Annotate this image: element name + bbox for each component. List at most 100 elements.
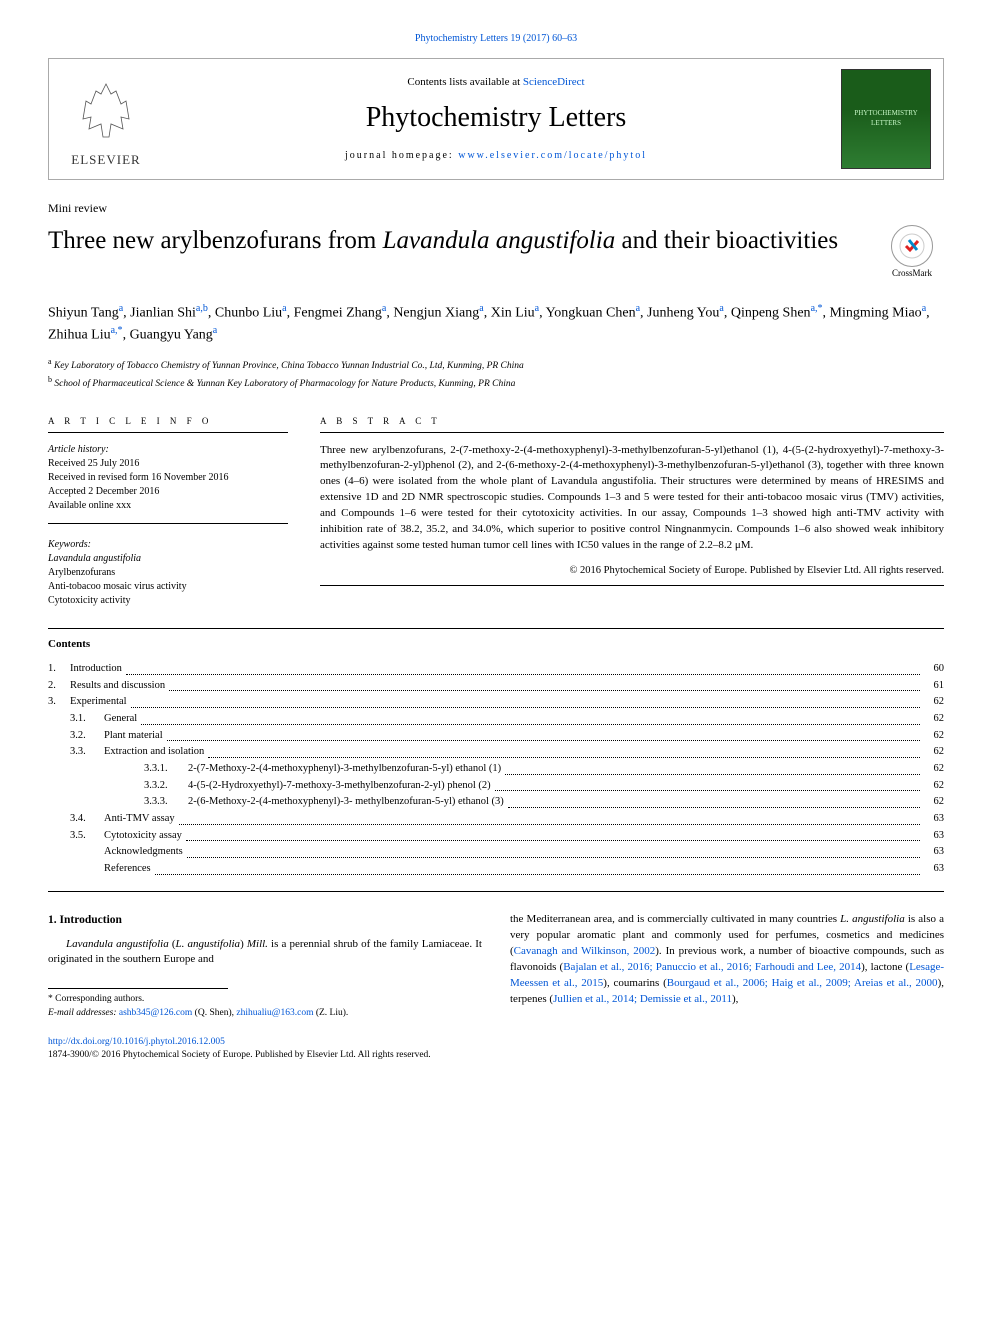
toc-page: 61 bbox=[924, 679, 944, 694]
ref-cavanagh[interactable]: Cavanagh and Wilkinson, 2002 bbox=[514, 945, 656, 957]
toc-label: 2-(7-Methoxy-2-(4-methoxyphenyl)-3-methy… bbox=[188, 762, 501, 777]
article-title: Three new arylbenzofurans from Lavandula… bbox=[48, 225, 860, 256]
contents-available-line: Contents lists available at ScienceDirec… bbox=[167, 75, 825, 90]
doi-block: http://dx.doi.org/10.1016/j.phytol.2016.… bbox=[48, 1036, 944, 1063]
header-center: Contents lists available at ScienceDirec… bbox=[167, 75, 825, 164]
ref-bajalan[interactable]: Bajalan et al., 2016; Panuccio et al., 2… bbox=[563, 961, 861, 973]
toc-dots bbox=[187, 857, 920, 858]
toc-page: 62 bbox=[924, 729, 944, 744]
abstract-copyright: © 2016 Phytochemical Society of Europe. … bbox=[320, 564, 944, 579]
toc-row[interactable]: 3.5. Cytotoxicity assay 63 bbox=[48, 829, 944, 844]
affiliation-line: b School of Pharmaceutical Science & Yun… bbox=[48, 374, 944, 391]
toc-row[interactable]: 3.3.1. 2-(7-Methoxy-2-(4-methoxyphenyl)-… bbox=[48, 762, 944, 777]
toc-label: Extraction and isolation bbox=[104, 745, 204, 760]
doi-link[interactable]: http://dx.doi.org/10.1016/j.phytol.2016.… bbox=[48, 1037, 225, 1047]
toc-row[interactable]: 3. Experimental 62 bbox=[48, 695, 944, 710]
abstract-text: Three new arylbenzofurans, 2-(7-methoxy-… bbox=[320, 443, 944, 555]
toc-row[interactable]: 3.3.3. 2-(6-Methoxy-2-(4-methoxyphenyl)-… bbox=[48, 795, 944, 810]
journal-header-box: ELSEVIER Contents lists available at Sci… bbox=[48, 58, 944, 180]
toc-number: 3.3.1. bbox=[144, 762, 188, 777]
history-revised: Received in revised form 16 November 201… bbox=[48, 471, 288, 485]
crossmark-badge[interactable]: CrossMark bbox=[880, 225, 944, 289]
toc-dots bbox=[505, 774, 920, 775]
history-accepted: Accepted 2 December 2016 bbox=[48, 485, 288, 499]
table-of-contents: 1. Introduction 60 2. Results and discus… bbox=[48, 662, 944, 877]
toc-number: 3.3. bbox=[70, 745, 104, 760]
keyword: Anti-tobacoo mosaic virus activity bbox=[48, 580, 288, 594]
toc-row[interactable]: 3.3. Extraction and isolation 62 bbox=[48, 745, 944, 760]
toc-label: References bbox=[104, 862, 151, 877]
keyword: Cytotoxicity activity bbox=[48, 594, 288, 608]
abstract-heading: A B S T R A C T bbox=[320, 415, 944, 433]
toc-label: Results and discussion bbox=[70, 679, 165, 694]
toc-row[interactable]: Acknowledgments 63 bbox=[48, 845, 944, 860]
toc-row[interactable]: 3.2. Plant material 62 bbox=[48, 729, 944, 744]
top-citation-link[interactable]: Phytochemistry Letters 19 (2017) 60–63 bbox=[415, 33, 577, 44]
toc-dots bbox=[155, 874, 920, 875]
toc-label: Acknowledgments bbox=[104, 845, 183, 860]
toc-page: 62 bbox=[924, 795, 944, 810]
toc-number: 3.2. bbox=[70, 729, 104, 744]
email-link-2[interactable]: zhihualiu@163.com bbox=[236, 1008, 313, 1018]
history-online: Available online xxx bbox=[48, 499, 288, 513]
toc-number: 3.3.2. bbox=[144, 779, 188, 794]
intro-heading: 1. Introduction bbox=[48, 912, 482, 929]
intro-para-2: the Mediterranean area, and is commercia… bbox=[510, 912, 944, 1008]
top-citation: Phytochemistry Letters 19 (2017) 60–63 bbox=[48, 32, 944, 46]
toc-number: 1. bbox=[48, 662, 70, 677]
toc-label: General bbox=[104, 712, 137, 727]
keyword: Lavandula angustifolia bbox=[48, 552, 288, 566]
toc-page: 62 bbox=[924, 695, 944, 710]
toc-dots bbox=[186, 840, 920, 841]
toc-dots bbox=[131, 707, 920, 708]
intro-species: Lavandula angustifolia bbox=[66, 938, 169, 950]
toc-dots bbox=[179, 824, 920, 825]
toc-row[interactable]: References 63 bbox=[48, 862, 944, 877]
contents-bottom-rule bbox=[48, 891, 944, 892]
toc-number: 3.3.3. bbox=[144, 795, 188, 810]
toc-page: 60 bbox=[924, 662, 944, 677]
article-type: Mini review bbox=[48, 200, 944, 217]
sciencedirect-link[interactable]: ScienceDirect bbox=[523, 76, 585, 88]
toc-label: Cytotoxicity assay bbox=[104, 829, 182, 844]
toc-row[interactable]: 2. Results and discussion 61 bbox=[48, 679, 944, 694]
ref-jullien[interactable]: Jullien et al., 2014; Demissie et al., 2… bbox=[553, 993, 732, 1005]
toc-label: Introduction bbox=[70, 662, 122, 677]
body-columns: 1. Introduction Lavandula angustifolia (… bbox=[48, 912, 944, 1020]
toc-page: 62 bbox=[924, 745, 944, 760]
toc-dots bbox=[141, 724, 920, 725]
email-link-1[interactable]: ashb345@126.com bbox=[119, 1008, 192, 1018]
toc-dots bbox=[495, 790, 920, 791]
crossmark-label: CrossMark bbox=[892, 267, 932, 280]
toc-page: 63 bbox=[924, 845, 944, 860]
toc-row[interactable]: 3.3.2. 4-(5-(2-Hydroxyethyl)-7-methoxy-3… bbox=[48, 779, 944, 794]
homepage-line: journal homepage: www.elsevier.com/locat… bbox=[167, 149, 825, 163]
history-label: Article history: bbox=[48, 443, 288, 457]
corresponding-footnote: * Corresponding authors. E-mail addresse… bbox=[48, 993, 482, 1020]
tree-icon bbox=[71, 79, 141, 149]
keywords-block: Keywords: Lavandula angustifoliaArylbenz… bbox=[48, 538, 288, 608]
toc-row[interactable]: 1. Introduction 60 bbox=[48, 662, 944, 677]
keyword: Arylbenzofurans bbox=[48, 566, 288, 580]
toc-page: 62 bbox=[924, 712, 944, 727]
toc-page: 63 bbox=[924, 862, 944, 877]
toc-number: 3. bbox=[48, 695, 70, 710]
footnote-separator bbox=[48, 988, 228, 989]
homepage-link[interactable]: www.elsevier.com/locate/phytol bbox=[458, 150, 647, 161]
toc-dots bbox=[208, 757, 920, 758]
toc-page: 62 bbox=[924, 779, 944, 794]
ref-bourgaud[interactable]: Bourgaud et al., 2006; Haig et al., 2009… bbox=[667, 977, 938, 989]
toc-label: 2-(6-Methoxy-2-(4-methoxyphenyl)-3- meth… bbox=[188, 795, 504, 810]
toc-row[interactable]: 3.4. Anti-TMV assay 63 bbox=[48, 812, 944, 827]
email-line: E-mail addresses: ashb345@126.com (Q. Sh… bbox=[48, 1007, 482, 1020]
toc-dots bbox=[169, 690, 920, 691]
toc-number: 3.5. bbox=[70, 829, 104, 844]
toc-page: 62 bbox=[924, 762, 944, 777]
toc-label: 4-(5-(2-Hydroxyethyl)-7-methoxy-3-methyl… bbox=[188, 779, 491, 794]
issn-copyright-line: 1874-3900/© 2016 Phytochemical Society o… bbox=[48, 1049, 944, 1062]
abstract-block: A B S T R A C T Three new arylbenzofuran… bbox=[320, 415, 944, 608]
toc-row[interactable]: 3.1. General 62 bbox=[48, 712, 944, 727]
affiliations-block: a Key Laboratory of Tobacco Chemistry of… bbox=[48, 356, 944, 391]
keywords-label: Keywords: bbox=[48, 538, 288, 552]
article-info: A R T I C L E I N F O Article history: R… bbox=[48, 415, 288, 608]
